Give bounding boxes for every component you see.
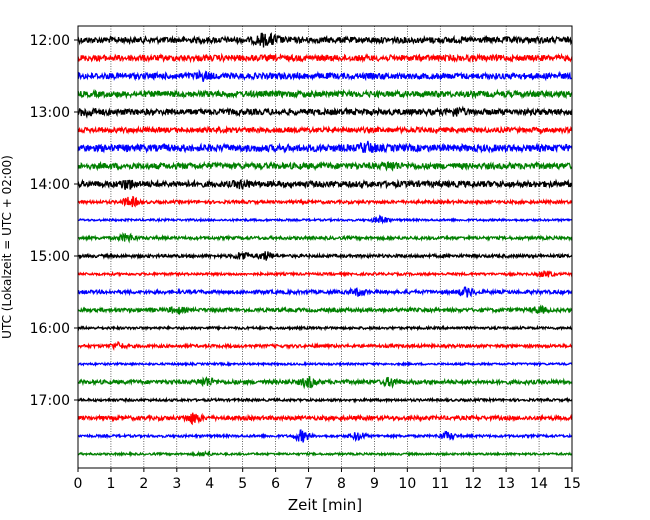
x-tick-label: 2 — [139, 476, 148, 492]
x-tick-label: 5 — [238, 476, 247, 492]
trace-line — [77, 140, 573, 154]
x-tick-label: 3 — [172, 476, 181, 492]
x-tick-label: 10 — [398, 476, 416, 492]
trace-line — [77, 341, 573, 351]
y-axis: 12:00 13:00 14:00 15:00 16:00 17:00 — [30, 33, 78, 409]
trace-line — [77, 360, 573, 368]
trace-line — [77, 270, 573, 279]
trace-line — [77, 412, 573, 426]
x-tick-label: 4 — [205, 476, 214, 492]
trace-line — [77, 429, 573, 443]
trace-line — [77, 251, 573, 261]
trace-line — [77, 214, 573, 225]
trace-line — [77, 396, 573, 404]
y-axis-label: UTC (Lokalzeit = UTC + 02:00) — [0, 155, 14, 339]
y-tick-label: 17:00 — [30, 393, 70, 409]
y-tick-label: 14:00 — [30, 177, 70, 193]
x-tick-label: 8 — [337, 476, 346, 492]
y-tick-label: 16:00 — [30, 321, 70, 337]
plot-frame — [77, 25, 573, 469]
trace-line — [77, 32, 573, 48]
x-tick-label: 1 — [106, 476, 115, 492]
x-tick-label: 11 — [431, 476, 449, 492]
trace-line — [77, 304, 573, 316]
traces — [77, 32, 573, 458]
plot-background — [78, 26, 572, 468]
grid-lines — [110, 26, 540, 468]
trace-line — [77, 449, 573, 458]
trace-line — [77, 105, 573, 119]
x-tick-label: 15 — [563, 476, 581, 492]
trace-line — [77, 286, 573, 298]
trace-line — [77, 88, 573, 100]
x-tick-label: 6 — [271, 476, 280, 492]
x-axis-label: Zeit [min] — [288, 496, 362, 514]
x-tick-label: 12 — [464, 476, 482, 492]
trace-line — [77, 160, 573, 172]
trace-line — [77, 125, 573, 135]
trace-line — [77, 231, 573, 244]
y-tick-label: 13:00 — [30, 105, 70, 121]
x-tick-label: 7 — [304, 476, 313, 492]
y-tick-label: 12:00 — [30, 33, 70, 49]
trace-line — [77, 178, 573, 190]
x-axis: 0 1 2 3 4 5 6 7 8 9 10 11 12 13 14 15 — [74, 468, 581, 492]
trace-line — [77, 324, 573, 332]
x-tick-label: 13 — [497, 476, 515, 492]
x-tick-label: 14 — [530, 476, 548, 492]
trace-line — [77, 376, 573, 390]
trace-line — [77, 52, 573, 64]
trace-line — [77, 69, 573, 82]
trace-line — [77, 195, 573, 208]
x-tick-label: 0 — [74, 476, 83, 492]
y-tick-label: 15:00 — [30, 249, 70, 265]
x-tick-label: 9 — [370, 476, 379, 492]
